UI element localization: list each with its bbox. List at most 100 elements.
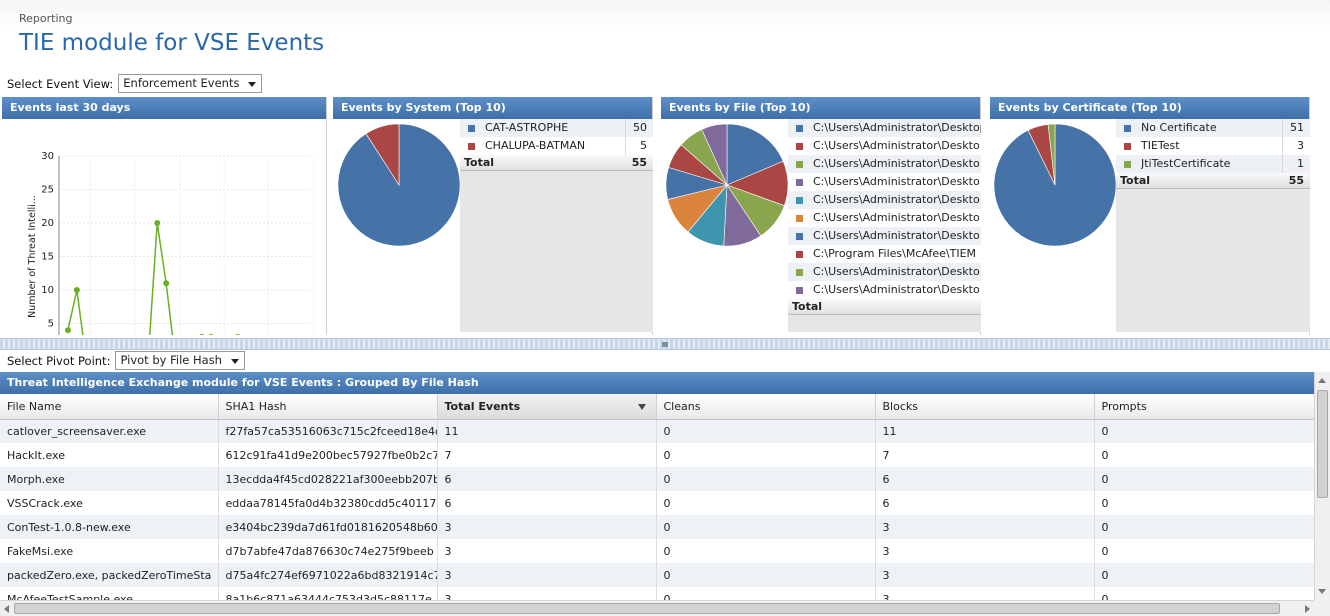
column-header-blocks[interactable]: Blocks — [875, 394, 1095, 420]
table-row[interactable]: HackIt.exe 612c91fa41d9e200bec57927fbe0b2… — [0, 443, 1314, 467]
legend-item[interactable]: No Certificate 51 — [1116, 119, 1310, 137]
table-cell: 6 — [437, 467, 657, 491]
pivot-select[interactable]: Pivot by File Hash — [115, 351, 245, 370]
table-row[interactable]: catlover_screensaver.exe f27fa57ca5351606… — [0, 419, 1314, 443]
data-point — [235, 333, 240, 335]
panel-events-by-system: Events by System (Top 10) CAT-ASTROPHE 50… — [333, 97, 653, 335]
table-cell: 0 — [656, 467, 876, 491]
legend-label: TIETest — [1141, 139, 1180, 152]
table-row[interactable]: ConTest-1.0.8-new.exe e3404bc239da7d61fd0… — [0, 515, 1314, 539]
legend-swatch — [796, 161, 803, 168]
table-row[interactable]: VSSCrack.exe eddaa78145fa0d4b32380cdd5c40… — [0, 491, 1314, 515]
legend-item[interactable]: C:\Users\Administrator\Desktop\C — [788, 119, 981, 137]
legend-total-value: 55 — [631, 156, 647, 169]
legend-swatch — [796, 287, 803, 294]
horizontal-scroll-thumb[interactable] — [14, 603, 1280, 614]
panel-title: Events by File (Top 10) — [661, 97, 980, 119]
legend-item[interactable]: C:\Users\Administrator\Deskto — [788, 191, 981, 209]
panel-events-by-certificate: Events by Certificate (Top 10) No Certif… — [990, 97, 1310, 335]
events-grid: File Name SHA1 Hash Total Events Cleans … — [0, 394, 1314, 600]
certificate-pie-chart — [993, 123, 1117, 247]
system-legend: CAT-ASTROPHE 50 CHALUPA-BATMAN 5 Total 55 — [460, 119, 653, 332]
table-cell: d7b7abfe47da876630c74e275f9beeb — [218, 539, 438, 563]
table-cell: McAfeeTestSample.exe — [0, 587, 219, 600]
table-cell: 0 — [656, 587, 876, 600]
chevron-down-icon — [248, 82, 257, 87]
table-cell: 0 — [656, 419, 876, 443]
file-legend: C:\Users\Administrator\Desktop\C C:\Users… — [788, 119, 981, 332]
panel-events-last-30-days: Events last 30 days 0510152025308/5/148/… — [2, 97, 327, 335]
legend-value: 5 — [625, 137, 653, 155]
table-cell: 0 — [1094, 443, 1314, 467]
scroll-up-icon[interactable] — [1318, 378, 1326, 383]
legend-item[interactable]: C:\Users\Administrator\Deskto — [788, 209, 981, 227]
table-cell: 6 — [437, 491, 657, 515]
table-row[interactable]: McAfeeTestSample.exe 8a1b6c871a63444c753d… — [0, 587, 1314, 600]
vertical-scroll-thumb[interactable] — [1317, 390, 1328, 498]
legend-item[interactable]: C:\Users\Administrator\Deskto — [788, 227, 981, 245]
legend-item[interactable]: C:\Users\Administrator\Deskto — [788, 281, 981, 299]
legend-swatch — [796, 125, 803, 132]
legend-value: 51 — [1282, 119, 1310, 137]
scroll-right-icon[interactable] — [1305, 605, 1310, 613]
legend-item[interactable]: C:\Users\Administrator\Deskto — [788, 173, 981, 191]
table-cell: 3 — [437, 587, 657, 600]
legend-label: C:\Users\Administrator\Desktop\C — [813, 121, 981, 134]
legend-item[interactable]: C:\Users\Administrator\Deskto — [788, 263, 981, 281]
legend-item[interactable]: CAT-ASTROPHE 50 — [460, 119, 653, 137]
legend-item[interactable]: C:\Users\Administrator\Deskto — [788, 155, 981, 173]
table-row[interactable]: FakeMsi.exe d7b7abfe47da876630c74e275f9be… — [0, 539, 1314, 563]
data-point — [73, 287, 80, 293]
legend-total-row: Total — [788, 299, 981, 315]
table-cell: 0 — [656, 443, 876, 467]
table-cell: HackIt.exe — [0, 443, 219, 467]
y-axis-label: Number of Threat Intelli... — [27, 195, 38, 318]
column-header-file-name[interactable]: File Name — [0, 394, 219, 420]
legend-item[interactable]: TIETest 3 — [1116, 137, 1310, 155]
table-cell: 3 — [875, 539, 1095, 563]
table-cell: 0 — [1094, 563, 1314, 587]
table-row[interactable]: packedZero.exe, packedZeroTimeSta d75a4fc… — [0, 563, 1314, 587]
table-row[interactable]: Morph.exe 13ecdda4f45cd028221af300eebb207… — [0, 467, 1314, 491]
splitter-grip-icon[interactable] — [662, 342, 668, 347]
scroll-down-icon[interactable] — [1318, 589, 1326, 594]
event-view-value: Enforcement Events — [123, 76, 240, 90]
table-cell: 3 — [437, 563, 657, 587]
legend-total-row: Total 55 — [1116, 173, 1310, 189]
column-header-prompts[interactable]: Prompts — [1094, 394, 1314, 420]
y-tick-label: 30 — [41, 151, 54, 162]
certificate-legend: No Certificate 51 TIETest 3 JtiTestCertifica… — [1116, 119, 1310, 332]
table-cell: VSSCrack.exe — [0, 491, 219, 515]
table-cell: 0 — [1094, 419, 1314, 443]
table-cell: d75a4fc274ef6971022a6bd8321914c7 — [218, 563, 438, 587]
panel-splitter[interactable] — [0, 338, 1330, 350]
legend-label: C:\Users\Administrator\Deskto — [813, 283, 980, 296]
column-header-cleans[interactable]: Cleans — [656, 394, 876, 420]
y-tick-label: 10 — [41, 285, 54, 296]
legend-item[interactable]: JtiTestCertificate 1 — [1116, 155, 1310, 173]
legend-total-value: 55 — [1288, 174, 1304, 187]
legend-item[interactable]: C:\Users\Administrator\Deskto — [788, 137, 981, 155]
legend-swatch — [1124, 161, 1131, 168]
table-cell: 0 — [1094, 491, 1314, 515]
table-cell: 3 — [437, 515, 657, 539]
horizontal-scrollbar[interactable] — [0, 600, 1314, 616]
vertical-scrollbar[interactable] — [1314, 372, 1330, 600]
legend-total-label: Total — [792, 300, 823, 313]
column-header-label: Total Events — [444, 399, 521, 413]
legend-item[interactable]: C:\Program Files\McAfee\TIEM — [788, 245, 981, 263]
event-view-select[interactable]: Enforcement Events — [118, 74, 263, 93]
legend-swatch — [1124, 125, 1131, 132]
table-cell: catlover_screensaver.exe — [0, 419, 219, 443]
column-header-sha1-hash[interactable]: SHA1 Hash — [218, 394, 438, 420]
column-header-total-events[interactable]: Total Events — [437, 394, 657, 420]
table-cell: 11 — [437, 419, 657, 443]
breadcrumb[interactable]: Reporting — [19, 12, 73, 25]
legend-label: C:\Users\Administrator\Deskto — [813, 229, 980, 242]
legend-swatch — [796, 251, 803, 258]
data-point — [64, 327, 71, 334]
legend-label: C:\Users\Administrator\Deskto — [813, 157, 980, 170]
table-cell: 0 — [656, 539, 876, 563]
legend-item[interactable]: CHALUPA-BATMAN 5 — [460, 137, 653, 155]
scroll-left-icon[interactable] — [4, 605, 9, 613]
